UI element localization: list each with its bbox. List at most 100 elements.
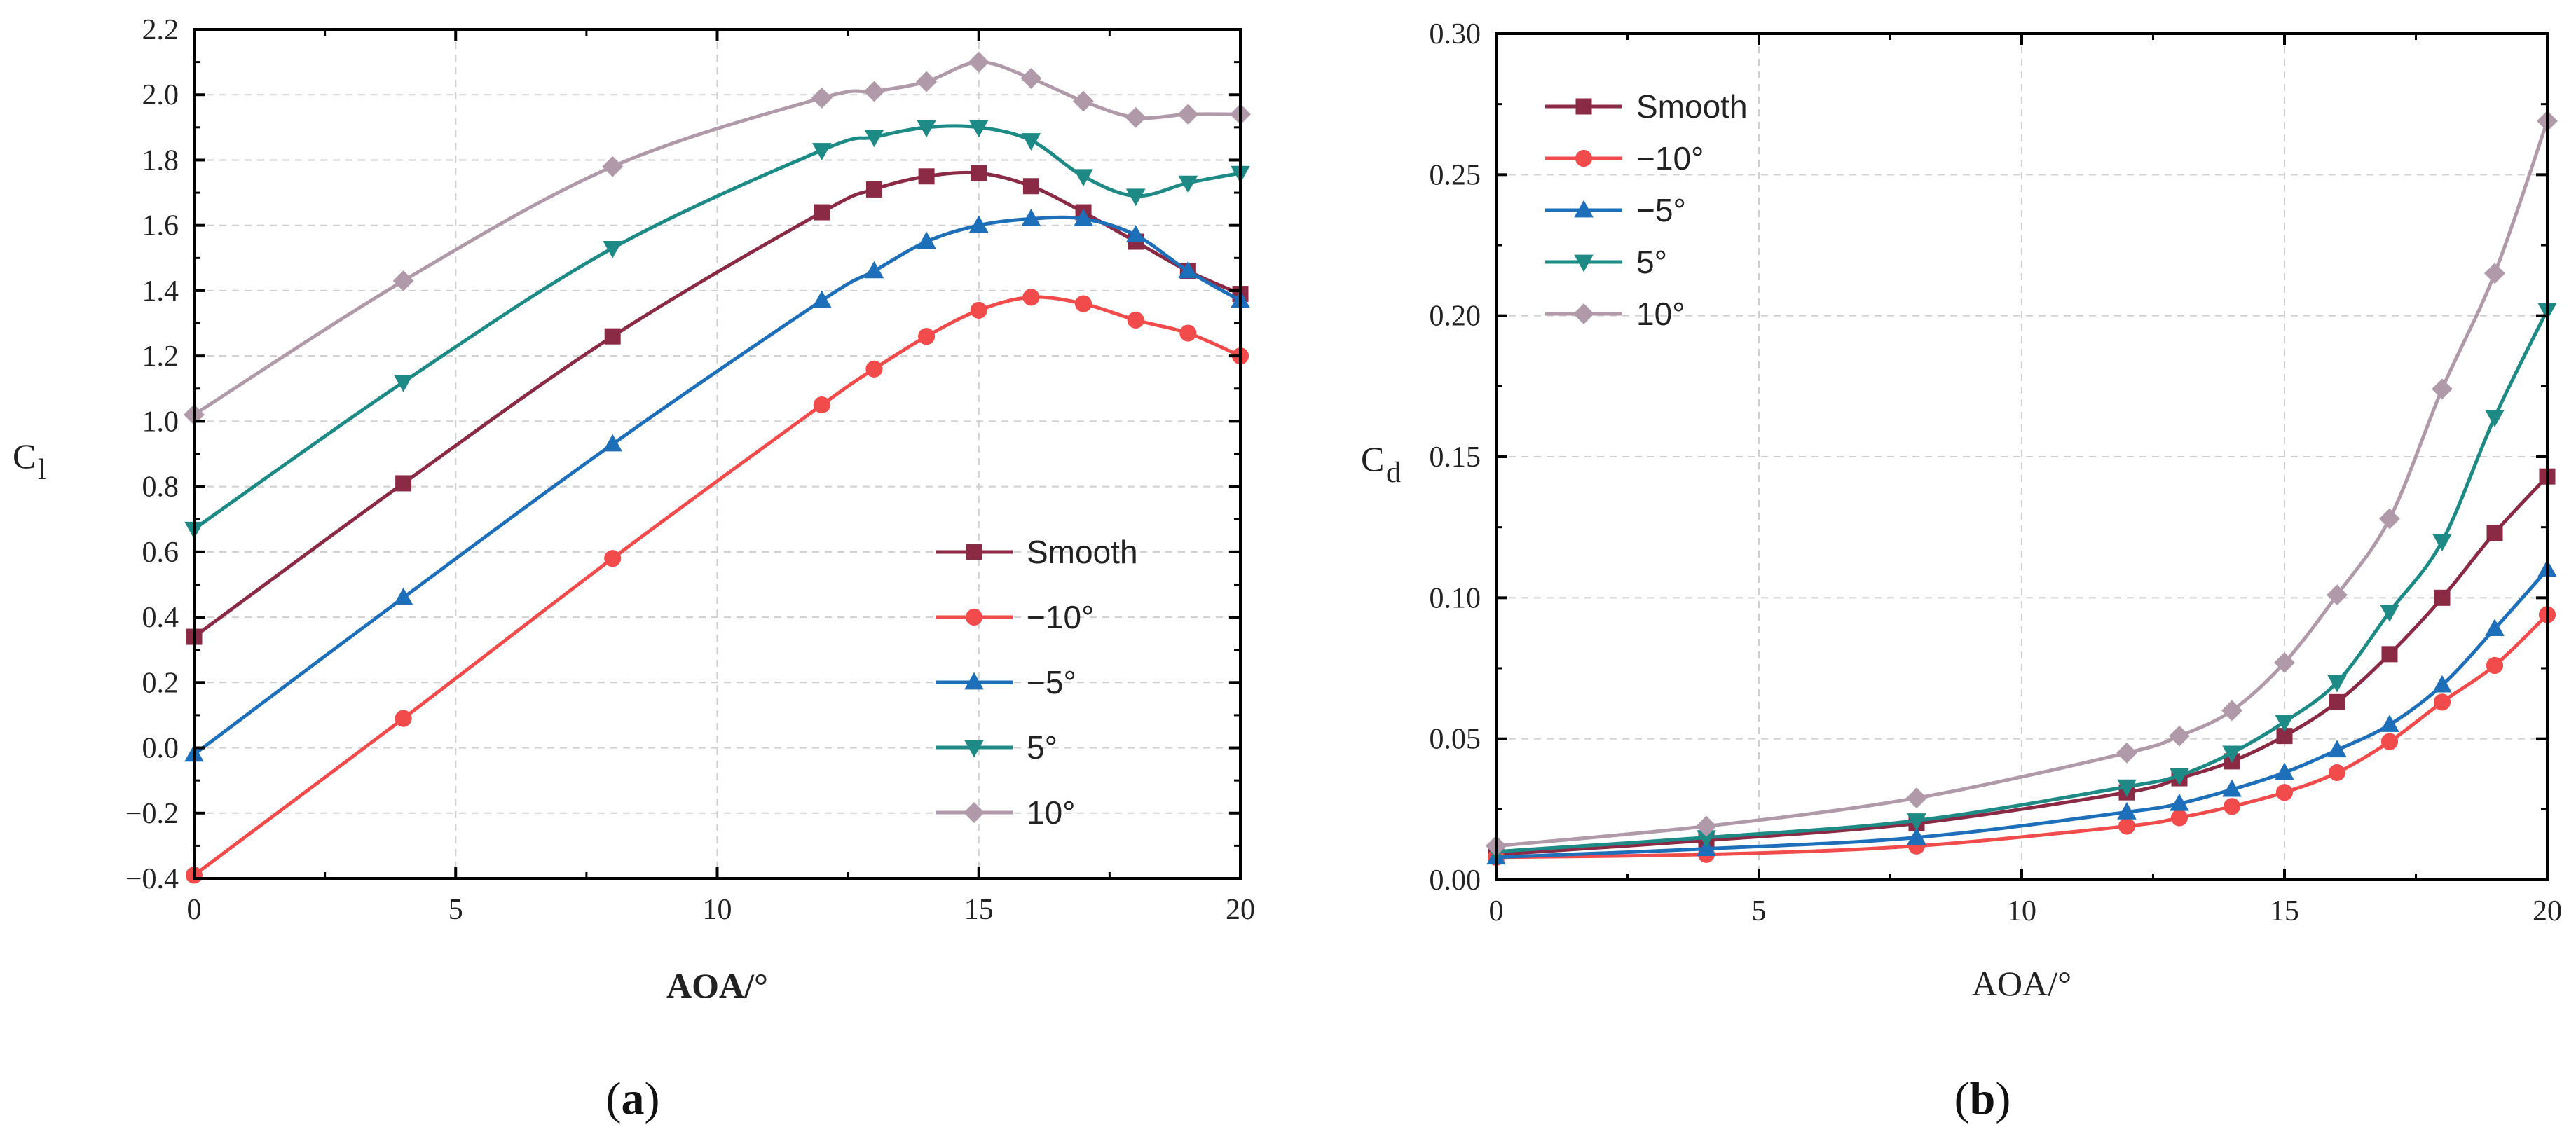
series-4 bbox=[1486, 110, 2558, 857]
data-point bbox=[1125, 106, 1146, 128]
data-point bbox=[2222, 779, 2242, 797]
y-tick-label: −0.4 bbox=[125, 863, 179, 895]
panel-paren-close: ) bbox=[645, 1073, 660, 1124]
data-point bbox=[2275, 762, 2294, 780]
data-point bbox=[2381, 646, 2398, 663]
y-tick-label: 0.00 bbox=[1430, 864, 1481, 897]
legend-label: 5° bbox=[1636, 244, 1667, 280]
legend-label: 5° bbox=[1027, 729, 1057, 766]
ticks: 0.00 0.05 0.10 0.15 0.20 0.25 0.30 0 5 10 15 20 bbox=[1430, 18, 2563, 927]
legend-marker bbox=[965, 608, 983, 626]
legend-label: −5° bbox=[1027, 664, 1076, 700]
data-point bbox=[2485, 410, 2505, 428]
data-point bbox=[1021, 208, 1041, 226]
data-point bbox=[917, 120, 936, 138]
data-point bbox=[603, 434, 622, 452]
y-tick-label: 2.0 bbox=[142, 79, 179, 111]
data-point bbox=[2327, 584, 2348, 606]
panel-label: (a) bbox=[606, 1073, 660, 1124]
x-tick-label: 0 bbox=[187, 894, 202, 926]
y-tick-label: 1.8 bbox=[142, 144, 179, 177]
data-point bbox=[1022, 289, 1040, 306]
y-tick-label: 0.15 bbox=[1430, 441, 1481, 474]
data-point bbox=[1073, 90, 1094, 112]
data-point bbox=[2379, 508, 2400, 530]
y-tick-label: 0.10 bbox=[1430, 582, 1481, 614]
series-3 bbox=[184, 120, 1250, 539]
y-tick-label: −0.2 bbox=[125, 798, 179, 830]
legend-item: 10° bbox=[936, 794, 1076, 831]
data-point bbox=[814, 204, 830, 221]
data-point bbox=[604, 550, 622, 567]
data-point bbox=[2484, 263, 2505, 284]
data-point bbox=[2118, 817, 2136, 835]
x-tick-label: 20 bbox=[2533, 895, 2562, 927]
x-axis-label: AOA/° bbox=[1972, 964, 2071, 1003]
data-point bbox=[395, 475, 412, 492]
x-tick-label: 5 bbox=[1752, 895, 1767, 927]
panel-letter: a bbox=[622, 1073, 645, 1124]
data-point bbox=[2169, 725, 2190, 747]
data-point bbox=[971, 165, 987, 181]
data-point bbox=[863, 81, 885, 102]
y-tick-label: 1.6 bbox=[142, 210, 179, 242]
data-point bbox=[604, 328, 621, 345]
data-point bbox=[1074, 169, 1093, 187]
data-point bbox=[918, 168, 935, 185]
y-tick-label: 1.4 bbox=[142, 275, 179, 308]
y-tick-label: 0.30 bbox=[1430, 18, 1481, 50]
legend-item: 5° bbox=[936, 729, 1057, 766]
x-axis-label: AOA/° bbox=[666, 966, 768, 1005]
y-axis-label: C bbox=[13, 436, 36, 476]
x-tick-label: 20 bbox=[1226, 894, 1255, 926]
legend-item: −5° bbox=[1545, 192, 1686, 228]
data-point bbox=[918, 328, 936, 345]
data-point bbox=[968, 215, 989, 233]
data-point bbox=[1074, 208, 1093, 226]
y-tick-label: 2.2 bbox=[142, 14, 179, 46]
legend-label: Smooth bbox=[1027, 534, 1138, 570]
y-tick-label: 0.25 bbox=[1430, 159, 1481, 191]
y-tick-label: 0.0 bbox=[142, 733, 179, 765]
y-tick-label: 1.2 bbox=[142, 340, 179, 373]
legend-marker bbox=[1575, 98, 1592, 115]
legend-label: −10° bbox=[1027, 599, 1094, 635]
data-point bbox=[2222, 745, 2242, 764]
legend-marker bbox=[966, 544, 982, 560]
data-point bbox=[1696, 815, 1717, 837]
data-point bbox=[2328, 764, 2346, 782]
legend-item: −10° bbox=[1545, 140, 1704, 177]
x-tick-label: 15 bbox=[2270, 895, 2299, 927]
y-tick-label: 0.8 bbox=[142, 471, 179, 504]
legend-item: −10° bbox=[936, 599, 1094, 635]
legend: Smooth −10° −5° 5° 10° bbox=[1545, 88, 1748, 332]
legend-label: 10° bbox=[1027, 794, 1076, 831]
y-axis-label-subscript: d bbox=[1386, 457, 1401, 489]
data-point bbox=[2170, 768, 2189, 786]
data-point bbox=[2380, 605, 2399, 622]
data-point bbox=[393, 375, 413, 392]
data-point bbox=[1178, 175, 1198, 193]
data-point bbox=[395, 710, 412, 727]
data-point bbox=[2221, 700, 2242, 722]
data-point bbox=[864, 130, 884, 148]
data-point bbox=[916, 71, 938, 92]
data-point bbox=[602, 156, 624, 177]
legend-item: −5° bbox=[936, 664, 1076, 700]
data-point bbox=[2380, 733, 2399, 750]
data-point bbox=[2116, 742, 2137, 764]
y-axis-label-subscript: l bbox=[38, 454, 46, 486]
legend-item: 10° bbox=[1545, 296, 1685, 332]
y-tick-label: 0.05 bbox=[1430, 724, 1481, 756]
legend-label: −10° bbox=[1636, 140, 1704, 177]
x-tick-label: 15 bbox=[964, 894, 994, 926]
data-point bbox=[1697, 830, 1716, 848]
data-point bbox=[1127, 311, 1144, 329]
y-tick-label: 0.20 bbox=[1430, 301, 1481, 333]
data-point bbox=[2117, 779, 2137, 797]
legend-marker bbox=[964, 740, 984, 758]
y-tick-label: 0.4 bbox=[142, 602, 179, 634]
legend-label: 10° bbox=[1636, 296, 1685, 332]
series-2 bbox=[184, 208, 1250, 762]
data-point bbox=[1907, 827, 1926, 845]
